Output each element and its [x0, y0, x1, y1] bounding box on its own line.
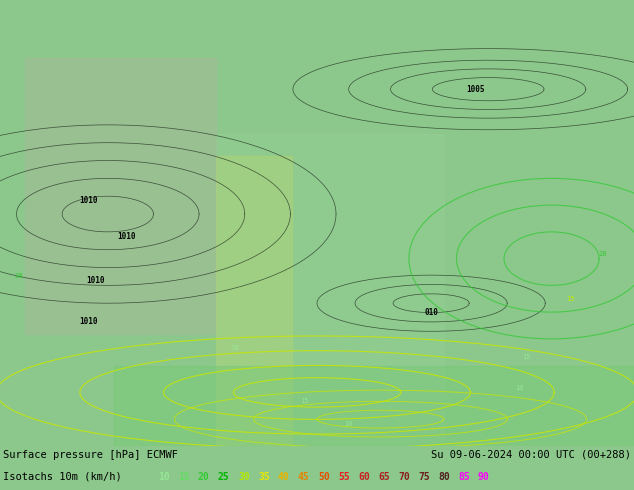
- Text: 50: 50: [318, 472, 330, 482]
- Text: Isotachs 10m (km/h): Isotachs 10m (km/h): [3, 472, 122, 482]
- Text: 20: 20: [15, 273, 23, 279]
- Text: 10: 10: [158, 472, 170, 482]
- Text: 45: 45: [298, 472, 310, 482]
- Text: 80: 80: [438, 472, 450, 482]
- Text: 70: 70: [398, 472, 410, 482]
- Text: 25: 25: [218, 472, 230, 482]
- Text: 15: 15: [522, 354, 531, 360]
- Text: Su 09-06-2024 00:00 UTC (00+288): Su 09-06-2024 00:00 UTC (00+288): [431, 450, 631, 460]
- Text: 1010: 1010: [79, 317, 98, 325]
- Text: 40: 40: [278, 472, 290, 482]
- Text: 1010: 1010: [79, 196, 98, 205]
- Text: 1005: 1005: [466, 85, 485, 94]
- Text: 10: 10: [515, 385, 524, 391]
- Text: 10: 10: [344, 420, 353, 427]
- Text: 15: 15: [300, 398, 309, 404]
- Text: 1010: 1010: [86, 276, 105, 285]
- Text: 010: 010: [424, 308, 438, 317]
- FancyBboxPatch shape: [25, 58, 216, 334]
- FancyBboxPatch shape: [216, 156, 292, 446]
- Text: 65: 65: [378, 472, 390, 482]
- Text: 30: 30: [238, 472, 250, 482]
- FancyBboxPatch shape: [216, 134, 444, 446]
- Text: 20: 20: [198, 472, 210, 482]
- Text: Surface pressure [hPa] ECMWF: Surface pressure [hPa] ECMWF: [3, 450, 178, 460]
- Text: 15: 15: [566, 296, 575, 302]
- Text: 1010: 1010: [117, 232, 136, 241]
- Text: 90: 90: [478, 472, 489, 482]
- Text: 85: 85: [458, 472, 470, 482]
- Bar: [114, 366, 634, 446]
- Text: 75: 75: [418, 472, 430, 482]
- Text: 35: 35: [258, 472, 269, 482]
- Text: 60: 60: [358, 472, 370, 482]
- Text: 55: 55: [338, 472, 350, 482]
- Text: 10: 10: [230, 345, 239, 351]
- Text: 20: 20: [598, 251, 607, 257]
- Text: 15: 15: [178, 472, 190, 482]
